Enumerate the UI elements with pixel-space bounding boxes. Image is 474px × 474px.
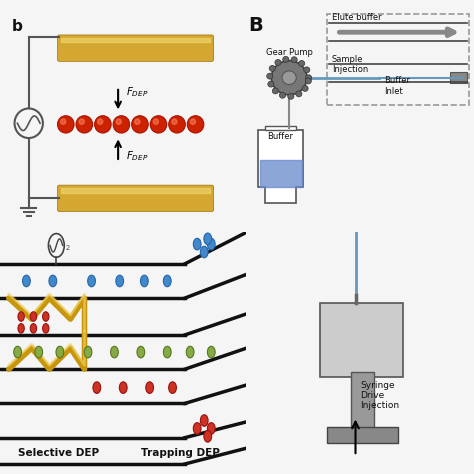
- Circle shape: [282, 71, 296, 84]
- Circle shape: [35, 346, 43, 358]
- Circle shape: [116, 275, 124, 287]
- FancyBboxPatch shape: [57, 185, 214, 211]
- Polygon shape: [265, 126, 296, 130]
- Bar: [351, 372, 374, 430]
- Circle shape: [283, 56, 289, 62]
- Polygon shape: [258, 130, 303, 203]
- Text: Sample
Injection: Sample Injection: [332, 55, 368, 74]
- Circle shape: [57, 116, 74, 133]
- Circle shape: [208, 238, 215, 250]
- Circle shape: [299, 61, 305, 66]
- Circle shape: [30, 312, 36, 321]
- Text: B: B: [248, 16, 264, 35]
- Circle shape: [187, 116, 204, 133]
- Circle shape: [18, 324, 24, 333]
- Circle shape: [291, 57, 297, 63]
- Text: Elute buffer: Elute buffer: [332, 13, 382, 22]
- Circle shape: [18, 312, 24, 321]
- Circle shape: [201, 415, 208, 426]
- Circle shape: [267, 73, 273, 79]
- Circle shape: [56, 346, 64, 358]
- Circle shape: [271, 61, 307, 95]
- Text: Buffer: Buffer: [267, 132, 292, 141]
- Circle shape: [95, 116, 111, 133]
- Text: Buffer
Inlet: Buffer Inlet: [384, 76, 410, 96]
- Circle shape: [79, 119, 84, 124]
- Bar: [450, 72, 467, 83]
- Circle shape: [190, 119, 196, 124]
- Circle shape: [193, 423, 201, 434]
- Bar: [327, 427, 398, 443]
- Circle shape: [119, 382, 127, 393]
- Circle shape: [43, 324, 49, 333]
- Circle shape: [208, 346, 215, 358]
- Bar: [320, 303, 403, 377]
- Circle shape: [14, 346, 21, 358]
- Circle shape: [146, 382, 154, 393]
- Circle shape: [273, 88, 279, 94]
- Circle shape: [43, 312, 49, 321]
- Text: Selective DEP: Selective DEP: [18, 448, 99, 458]
- Circle shape: [288, 93, 294, 99]
- Circle shape: [305, 75, 312, 81]
- Circle shape: [132, 116, 148, 133]
- Circle shape: [153, 119, 158, 124]
- Circle shape: [172, 119, 177, 124]
- Circle shape: [204, 430, 211, 442]
- Text: $_2$: $_2$: [65, 243, 71, 253]
- Circle shape: [61, 119, 66, 124]
- Circle shape: [201, 246, 208, 258]
- Circle shape: [30, 324, 36, 333]
- Text: Trapping DEP: Trapping DEP: [141, 448, 220, 458]
- Circle shape: [269, 65, 275, 72]
- Circle shape: [98, 119, 103, 124]
- Circle shape: [140, 275, 148, 287]
- Circle shape: [279, 92, 285, 98]
- Text: $F_{DEP}$: $F_{DEP}$: [126, 86, 148, 100]
- Text: b: b: [11, 18, 22, 34]
- Circle shape: [150, 116, 167, 133]
- Circle shape: [88, 275, 95, 287]
- Circle shape: [296, 91, 302, 97]
- Circle shape: [208, 423, 215, 434]
- Circle shape: [84, 346, 92, 358]
- Circle shape: [49, 275, 57, 287]
- Circle shape: [268, 81, 274, 87]
- Circle shape: [204, 233, 211, 245]
- Text: Gear Pump: Gear Pump: [266, 48, 312, 57]
- Circle shape: [76, 116, 92, 133]
- Text: Syringe
Drive
Injection: Syringe Drive Injection: [360, 381, 400, 410]
- FancyBboxPatch shape: [57, 35, 214, 61]
- Circle shape: [169, 116, 185, 133]
- Circle shape: [93, 382, 100, 393]
- Circle shape: [164, 346, 171, 358]
- Circle shape: [23, 275, 30, 287]
- Circle shape: [302, 85, 308, 91]
- Circle shape: [164, 275, 171, 287]
- Circle shape: [169, 382, 176, 393]
- Circle shape: [304, 67, 310, 73]
- Circle shape: [193, 238, 201, 250]
- Circle shape: [137, 346, 145, 358]
- Text: $F_{DEP}$: $F_{DEP}$: [126, 149, 148, 163]
- Circle shape: [275, 60, 281, 65]
- Circle shape: [113, 116, 130, 133]
- Circle shape: [305, 78, 311, 84]
- Circle shape: [186, 346, 194, 358]
- Circle shape: [135, 119, 140, 124]
- Circle shape: [116, 119, 121, 124]
- Circle shape: [110, 346, 118, 358]
